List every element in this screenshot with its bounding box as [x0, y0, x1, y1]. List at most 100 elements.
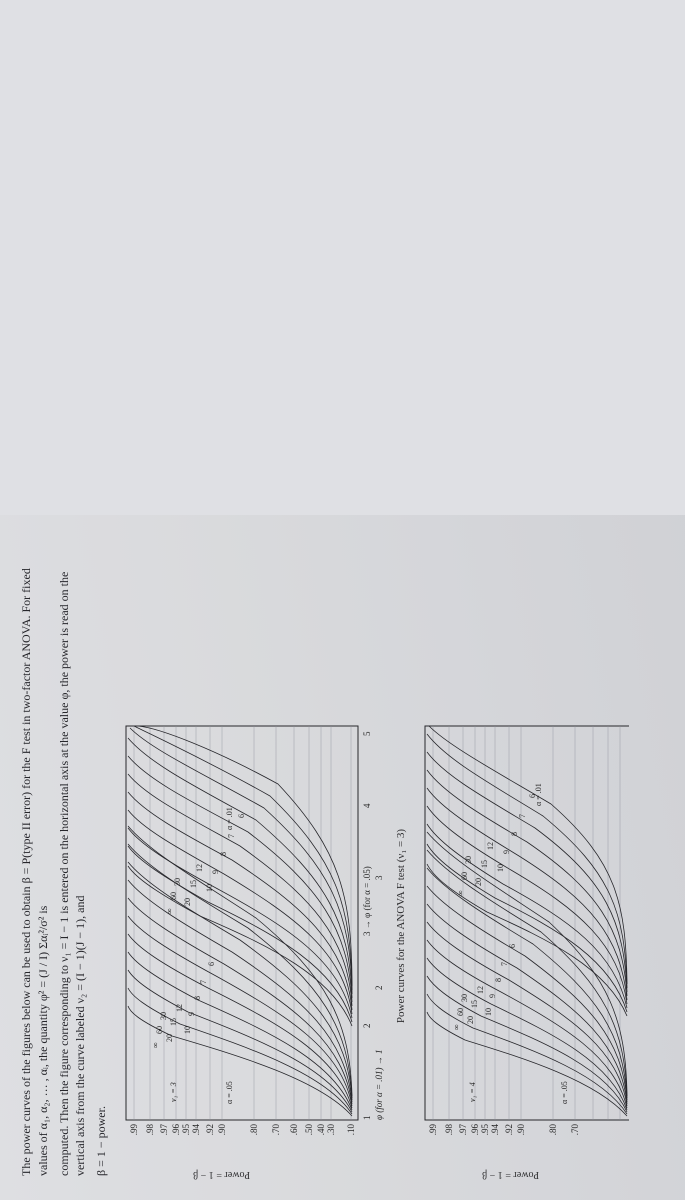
- svg-text:.90: .90: [217, 1124, 227, 1136]
- svg-text:.10: .10: [346, 1124, 356, 1136]
- svg-text:7: 7: [500, 962, 509, 966]
- svg-text:12: 12: [476, 986, 485, 994]
- svg-text:.95: .95: [480, 1124, 490, 1136]
- intro-block: The power curves of the figures below ca…: [18, 539, 110, 1176]
- power-chart-nu1-4: Power = 1 − β .99 .98 .97: [419, 539, 629, 1176]
- chart2-yticks: .99 .98 .97 .96 .95 .94 .92 .90 .80 .70: [428, 1124, 580, 1136]
- chart1-ygrid: [134, 726, 351, 1120]
- svg-text:.97: .97: [159, 1124, 169, 1136]
- chart2-svg: .99 .98 .97 .96 .95 .94 .92 .90 .80 .70 …: [419, 716, 629, 1176]
- svg-text:.50: .50: [304, 1124, 314, 1136]
- chart1-curves-a05: [128, 826, 352, 1116]
- svg-text:9: 9: [502, 850, 511, 854]
- svg-text:.70: .70: [570, 1124, 580, 1136]
- nu1-label-2: ν₁ = 4: [468, 1082, 477, 1102]
- svg-text:.92: .92: [205, 1124, 215, 1135]
- svg-text:20: 20: [183, 898, 192, 906]
- svg-text:∞: ∞: [456, 890, 465, 896]
- svg-text:.90: .90: [516, 1124, 526, 1136]
- chart1-curves-a01: [128, 726, 352, 1026]
- svg-text:30: 30: [464, 856, 473, 864]
- chart1-yticks: .99 .98 .97 .96 .95 .94 .92 .90 .80 .70 …: [129, 1124, 356, 1136]
- nu1-label-1: ν₁ = 3: [169, 1082, 178, 1102]
- svg-text:.70: .70: [271, 1124, 281, 1136]
- chart2-nu2-labels: ∞6030 201512 1098 76 ∞6030 201512 1098 7…: [452, 794, 537, 1030]
- svg-text:60: 60: [460, 872, 469, 880]
- svg-text:.92: .92: [504, 1124, 514, 1135]
- svg-text:8: 8: [193, 996, 202, 1000]
- chart1-nu2-labels: ∞6030 201512 1098 76 ∞6030 201512 1098 7…: [151, 814, 246, 1048]
- svg-text:20: 20: [165, 1034, 174, 1042]
- svg-text:8: 8: [219, 852, 228, 856]
- svg-text:20: 20: [474, 878, 483, 886]
- svg-text:7: 7: [518, 814, 527, 818]
- svg-text:∞: ∞: [151, 1042, 160, 1048]
- svg-text:9: 9: [488, 994, 497, 998]
- svg-text:15: 15: [480, 860, 489, 868]
- svg-text:30: 30: [159, 1012, 168, 1020]
- svg-text:.96: .96: [171, 1124, 181, 1136]
- chart1-xaxis: 1 2 3 → φ (for α = .05) 4 5 φ (for α = .…: [362, 731, 384, 1120]
- svg-text:.60: .60: [289, 1124, 299, 1136]
- svg-text:10: 10: [205, 884, 214, 892]
- svg-text:9: 9: [211, 870, 220, 874]
- svg-text:.95: .95: [181, 1124, 191, 1136]
- svg-text:.99: .99: [428, 1124, 438, 1136]
- svg-text:.80: .80: [548, 1124, 558, 1136]
- intro-line-1: The power curves of the figures below ca…: [18, 539, 52, 1176]
- svg-text:.94: .94: [490, 1124, 500, 1136]
- svg-text:60: 60: [169, 892, 178, 900]
- svg-text:∞: ∞: [165, 908, 174, 914]
- svg-text:2: 2: [362, 1024, 372, 1029]
- svg-text:30: 30: [173, 878, 182, 886]
- svg-text:6: 6: [528, 794, 537, 798]
- svg-text:.30: .30: [326, 1124, 336, 1136]
- svg-text:2: 2: [374, 986, 384, 991]
- svg-text:3: 3: [374, 875, 384, 880]
- chart1-caption: Power curves for the ANOVA F test (ν₁ = …: [392, 716, 409, 1136]
- svg-text:12: 12: [175, 1004, 184, 1012]
- svg-text:60: 60: [155, 1026, 164, 1034]
- svg-text:.98: .98: [145, 1124, 155, 1136]
- svg-text:.96: .96: [470, 1124, 480, 1136]
- y-axis-label-2: Power = 1 − β: [482, 1167, 539, 1181]
- svg-text:8: 8: [494, 978, 503, 982]
- page-root: The power curves of the figures below ca…: [0, 515, 685, 1200]
- chart2-curves-a05: [427, 832, 627, 1116]
- alpha01-label-1: α = .01: [225, 807, 234, 830]
- alpha05-label-1: α = .05: [225, 1081, 234, 1104]
- svg-text:6: 6: [237, 814, 246, 818]
- svg-text:∞: ∞: [452, 1024, 461, 1030]
- svg-text:1: 1: [362, 1116, 372, 1121]
- svg-text:.80: .80: [249, 1124, 259, 1136]
- power-chart-nu1-3: Power = 1 − β: [120, 539, 390, 1176]
- svg-text:10: 10: [484, 1008, 493, 1016]
- svg-text:15: 15: [169, 1018, 178, 1026]
- svg-text:10: 10: [183, 1026, 192, 1034]
- intro-line-3: β = 1 − power.: [93, 539, 110, 1176]
- svg-text:.40: .40: [316, 1124, 326, 1136]
- svg-text:φ (for α = .01) → 1: φ (for α = .01) → 1: [374, 1049, 384, 1120]
- svg-text:6: 6: [207, 962, 216, 966]
- svg-text:8: 8: [510, 832, 519, 836]
- svg-text:7: 7: [199, 980, 208, 984]
- svg-text:3 → φ (for α = .05): 3 → φ (for α = .05): [362, 866, 372, 936]
- svg-text:12: 12: [486, 842, 495, 850]
- svg-text:12: 12: [195, 864, 204, 872]
- svg-text:4: 4: [362, 803, 372, 808]
- svg-text:60: 60: [456, 1008, 465, 1016]
- chart2-curves-a01: [427, 726, 627, 1016]
- svg-text:30: 30: [460, 994, 469, 1002]
- chart1-svg: .99 .98 .97 .96 .95 .94 .92 .90 .80 .70 …: [120, 716, 390, 1176]
- y-axis-label-1: Power = 1 − β: [193, 1167, 250, 1181]
- svg-text:7: 7: [227, 834, 236, 838]
- svg-text:.94: .94: [191, 1124, 201, 1136]
- svg-text:9: 9: [187, 1012, 196, 1016]
- svg-text:15: 15: [470, 1000, 479, 1008]
- svg-text:.97: .97: [458, 1124, 468, 1136]
- intro-line-2: computed. Then the figure corresponding …: [56, 539, 90, 1176]
- svg-text:.98: .98: [444, 1124, 454, 1136]
- svg-text:.99: .99: [129, 1124, 139, 1136]
- svg-text:6: 6: [508, 944, 517, 948]
- alpha05-label-2: α = .05: [560, 1081, 569, 1104]
